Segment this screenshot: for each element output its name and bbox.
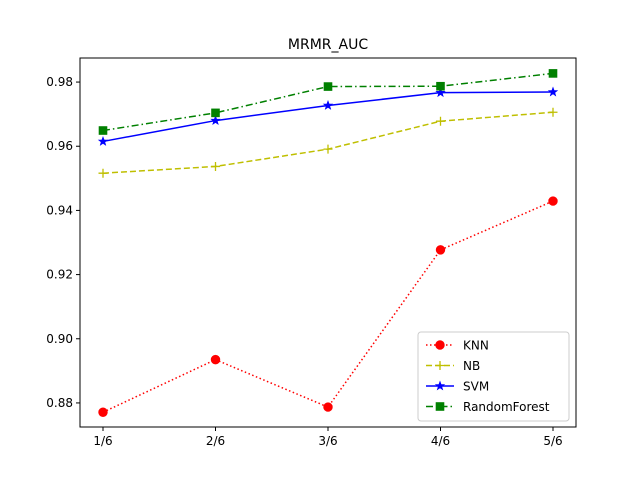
data-point-nb	[548, 107, 558, 117]
y-tick-label: 0.94	[46, 203, 73, 217]
x-tick-label: 1/6	[93, 434, 112, 448]
x-axis: 1/6 2/6 3/6 4/6 5/6	[93, 427, 563, 448]
series-svm	[97, 86, 559, 146]
legend: KNN NB SVM RandomForest	[417, 331, 570, 422]
series-line-randomforest	[102, 72, 554, 132]
series-layer	[97, 69, 559, 417]
legend-marker-knn	[435, 340, 445, 350]
data-point-knn	[210, 354, 221, 365]
y-tick-label: 0.96	[46, 139, 73, 153]
data-point-nb	[436, 116, 445, 126]
x-tick-label: 5/6	[543, 434, 562, 448]
y-tick-label: 0.98	[46, 75, 73, 89]
data-point-nb	[211, 161, 220, 171]
chart-title: MRMR_AUC	[288, 37, 368, 53]
data-point-knn	[548, 196, 558, 206]
series-randomforest	[98, 69, 558, 135]
data-point-randomforest	[436, 81, 445, 91]
data-point-knn	[323, 402, 333, 412]
y-tick-label: 0.92	[46, 268, 73, 282]
data-point-nb	[323, 144, 333, 154]
data-point-knn	[98, 407, 108, 417]
legend-label-knn: KNN	[463, 339, 489, 353]
legend-box	[417, 331, 570, 422]
y-tick-label: 0.90	[46, 332, 73, 346]
data-point-svm	[97, 135, 109, 146]
data-point-svm	[210, 115, 221, 125]
legend-label-randomforest: RandomForest	[463, 400, 550, 414]
legend-entry-svm: SVM	[426, 380, 489, 394]
legend-marker-randomforest	[435, 402, 445, 411]
y-axis: 0.88 0.90 0.92 0.94 0.96 0.98	[46, 75, 80, 410]
series-line-knn	[102, 200, 554, 413]
data-point-randomforest	[98, 126, 108, 135]
legend-marker-nb	[435, 361, 445, 370]
x-tick-label: 3/6	[318, 434, 337, 448]
legend-label-svm: SVM	[463, 380, 489, 394]
data-point-randomforest	[323, 82, 333, 91]
data-point-svm	[322, 100, 334, 110]
y-tick-label: 0.88	[46, 396, 73, 410]
x-tick-label: 2/6	[206, 434, 225, 448]
series-nb	[98, 107, 558, 178]
legend-entry-knn: KNN	[426, 339, 489, 353]
data-point-randomforest	[548, 69, 558, 78]
data-point-knn	[435, 245, 446, 255]
legend-entry-nb: NB	[426, 359, 480, 373]
data-point-svm	[435, 87, 446, 98]
legend-entry-randomforest: RandomForest	[426, 400, 550, 414]
series-knn	[98, 196, 558, 417]
legend-marker-svm	[434, 380, 446, 391]
data-point-svm	[547, 86, 559, 97]
data-point-nb	[98, 168, 108, 178]
x-tick-label: 4/6	[431, 434, 450, 448]
data-point-randomforest	[211, 108, 220, 118]
legend-label-nb: NB	[463, 359, 480, 373]
